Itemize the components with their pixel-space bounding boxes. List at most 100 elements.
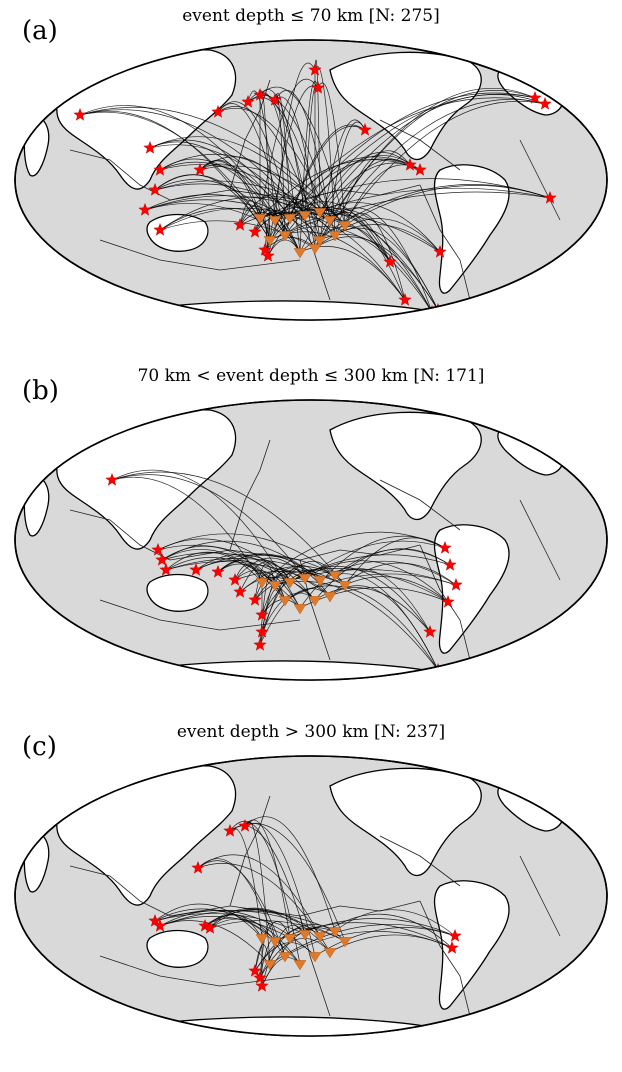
red-star-icon bbox=[223, 823, 237, 837]
orange-triangle-icon bbox=[263, 236, 277, 247]
orange-triangle-icon bbox=[323, 216, 337, 227]
orange-triangle-icon bbox=[338, 581, 352, 592]
orange-triangle-icon bbox=[263, 960, 277, 971]
panel-c: (c) event depth > 300 km [N: 237] bbox=[0, 716, 622, 1072]
ray-path bbox=[154, 909, 346, 942]
ray-path bbox=[334, 909, 456, 937]
ray-path bbox=[247, 90, 276, 221]
australia-landmass bbox=[146, 573, 209, 612]
red-star-icon bbox=[398, 292, 412, 306]
ray-path bbox=[304, 560, 449, 603]
ray-path bbox=[299, 81, 319, 253]
red-star-icon bbox=[268, 92, 282, 106]
ray-path bbox=[165, 558, 346, 586]
ray-path bbox=[239, 561, 291, 593]
red-star-icon bbox=[441, 594, 455, 608]
ray-path bbox=[154, 903, 263, 939]
antarctica-landmass bbox=[119, 300, 453, 320]
red-star-icon bbox=[233, 217, 247, 231]
orange-triangle-icon bbox=[323, 948, 337, 959]
red-star-icon bbox=[148, 913, 162, 927]
ray-path bbox=[254, 569, 321, 601]
orange-triangle-icon bbox=[298, 211, 312, 222]
ray-path bbox=[319, 152, 411, 213]
ray-path bbox=[159, 207, 336, 236]
ray-path bbox=[259, 212, 406, 301]
red-star-icon bbox=[449, 577, 463, 591]
red-star-icon bbox=[443, 557, 457, 571]
station-markers bbox=[255, 927, 352, 971]
ray-path bbox=[314, 236, 439, 311]
ray-path bbox=[319, 94, 546, 213]
ray-path bbox=[314, 927, 456, 957]
ray-path bbox=[244, 816, 336, 932]
world-map bbox=[14, 39, 608, 321]
red-star-icon bbox=[438, 540, 452, 554]
ray-path bbox=[195, 554, 336, 576]
orange-triangle-icon bbox=[293, 960, 307, 971]
red-star-icon bbox=[138, 202, 152, 216]
ray-path bbox=[254, 208, 286, 236]
ray-path bbox=[217, 107, 331, 221]
ray-path bbox=[284, 930, 453, 957]
ray-path bbox=[289, 208, 433, 313]
orange-triangle-icon bbox=[268, 581, 282, 592]
ray-path bbox=[304, 540, 446, 579]
world-map bbox=[14, 755, 608, 1037]
red-star-icon bbox=[253, 637, 267, 651]
orange-triangle-icon bbox=[313, 932, 327, 943]
ray-path bbox=[79, 111, 261, 219]
ray-path bbox=[261, 924, 306, 987]
ray-path bbox=[259, 208, 269, 257]
orange-triangle-icon bbox=[278, 596, 292, 607]
ray-paths bbox=[154, 816, 456, 987]
orange-triangle-icon bbox=[268, 937, 282, 948]
panel-letter: (a) bbox=[22, 16, 58, 46]
ray-path bbox=[144, 203, 286, 236]
ray-path bbox=[314, 159, 411, 249]
ray-path bbox=[254, 944, 271, 972]
ray-path bbox=[229, 820, 301, 965]
ray-path bbox=[154, 908, 301, 965]
orange-triangle-icon bbox=[328, 231, 342, 242]
ray-path bbox=[314, 99, 546, 249]
ray-path bbox=[254, 576, 286, 601]
ray-path bbox=[159, 220, 316, 249]
red-star-icon bbox=[248, 592, 262, 606]
ray-path bbox=[344, 576, 449, 603]
orange-triangle-icon bbox=[278, 231, 292, 242]
red-star-icon bbox=[248, 963, 262, 977]
ray-path bbox=[79, 109, 306, 216]
red-star-icon bbox=[151, 542, 165, 556]
orange-triangle-icon bbox=[308, 952, 322, 963]
ray-path bbox=[111, 469, 301, 609]
red-star-icon bbox=[105, 472, 119, 486]
panel-b: (b) 70 km < event depth ≤ 300 km [N: 171… bbox=[0, 360, 622, 716]
plate-boundary bbox=[419, 184, 471, 301]
red-star-icon bbox=[73, 107, 87, 121]
ray-path bbox=[264, 211, 276, 251]
plate-boundary bbox=[69, 865, 301, 917]
red-star-icon bbox=[433, 244, 447, 258]
ray-path bbox=[269, 191, 551, 241]
red-star-icon bbox=[528, 90, 542, 104]
red-star-icon bbox=[211, 564, 225, 578]
ray-path bbox=[274, 97, 546, 221]
red-star-icon bbox=[445, 940, 459, 954]
ray-path bbox=[165, 551, 263, 583]
ray-path bbox=[334, 227, 439, 311]
orange-triangle-icon bbox=[293, 248, 307, 259]
panel-title: event depth > 300 km [N: 237] bbox=[176, 722, 446, 742]
plate-boundary bbox=[229, 439, 271, 551]
ray-path bbox=[319, 119, 366, 241]
map-content bbox=[14, 39, 608, 321]
red-star-icon bbox=[253, 970, 267, 984]
plate-boundary bbox=[379, 479, 461, 531]
red-star-icon bbox=[543, 190, 557, 204]
ray-path bbox=[269, 924, 456, 965]
orange-triangle-icon bbox=[308, 244, 322, 255]
plate-boundary bbox=[299, 544, 421, 561]
ray-path bbox=[334, 100, 546, 236]
plate-boundary bbox=[519, 855, 561, 937]
red-star-icon bbox=[143, 140, 157, 154]
